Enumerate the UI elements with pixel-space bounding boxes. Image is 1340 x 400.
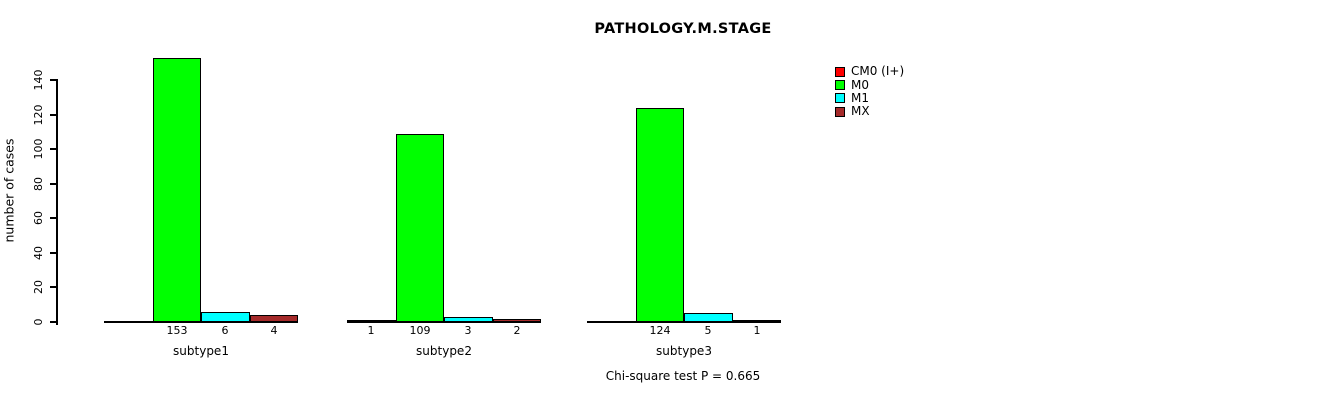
legend-item: M1 xyxy=(835,90,904,105)
bar-subtype2-cm0-i xyxy=(347,320,396,322)
bar-subtype1-mx xyxy=(250,315,298,322)
y-tick-label: 100 xyxy=(32,138,45,160)
legend-swatch-m0 xyxy=(835,80,845,91)
bar-subtype3-mx xyxy=(733,320,781,322)
x-baseline-subtype1 xyxy=(104,321,298,323)
x-baseline-subtype2 xyxy=(347,321,541,323)
legend-item-label: MX xyxy=(851,104,870,119)
y-axis-tick xyxy=(50,79,57,81)
y-tick-label: 140 xyxy=(32,69,45,91)
chart-title: PATHOLOGY.M.STAGE xyxy=(594,21,772,37)
legend-swatch-mx xyxy=(835,106,845,117)
legend-item-label: M0 xyxy=(851,77,869,92)
bar-value-label: 109 xyxy=(409,324,431,337)
bar-value-label: 2 xyxy=(513,324,521,337)
y-axis-tick xyxy=(50,114,57,116)
legend-swatch-m1 xyxy=(835,93,845,104)
bar-value-label: 1 xyxy=(753,324,761,337)
legend-item: MX xyxy=(835,105,904,118)
y-tick-label: 80 xyxy=(32,177,45,191)
y-axis-tick xyxy=(50,148,57,150)
y-axis-tick xyxy=(50,183,57,185)
y-tick-label: 60 xyxy=(32,211,45,225)
bar-value-label: 153 xyxy=(166,324,188,337)
bar-value-label: 1 xyxy=(367,324,375,337)
bar-subtype1-m0 xyxy=(153,58,201,322)
legend-item-label: M1 xyxy=(851,90,869,105)
category-label-subtype3: subtype3 xyxy=(656,344,712,358)
bar-value-label: 4 xyxy=(270,324,278,337)
bar-value-label: 5 xyxy=(704,324,712,337)
bar-value-label: 3 xyxy=(464,324,472,337)
y-axis-line xyxy=(56,79,58,325)
y-axis-tick xyxy=(50,252,57,254)
y-tick-label: 120 xyxy=(32,104,45,126)
y-axis-title: number of cases xyxy=(1,138,17,243)
bar-subtype3-m0 xyxy=(636,108,684,322)
legend-item: M0 xyxy=(835,78,904,91)
bar-subtype2-mx xyxy=(493,319,541,322)
bar-subtype3-m1 xyxy=(684,313,733,322)
legend-item-label: CM0 (I+) xyxy=(851,64,905,79)
y-axis-tick xyxy=(50,286,57,288)
footnote-text: Chi-square test P = 0.665 xyxy=(605,369,761,383)
bar-value-label: 6 xyxy=(221,324,229,337)
y-axis-tick xyxy=(50,217,57,219)
y-tick-label: 20 xyxy=(32,280,45,294)
category-label-subtype2: subtype2 xyxy=(416,344,472,358)
legend-item: CM0 (I+) xyxy=(835,65,904,78)
y-tick-label: 40 xyxy=(32,246,45,260)
bar-subtype2-m1 xyxy=(444,317,493,322)
y-tick-label: 0 xyxy=(32,318,45,326)
bar-subtype2-m0 xyxy=(396,134,444,322)
category-label-subtype1: subtype1 xyxy=(173,344,229,358)
bar-subtype1-m1 xyxy=(201,312,250,322)
legend: CM0 (I+) M0 M1 MX xyxy=(835,65,904,119)
x-baseline-subtype3 xyxy=(587,321,781,323)
legend-swatch-cm0-i xyxy=(835,66,845,77)
bar-value-label: 124 xyxy=(649,324,671,337)
y-axis-tick xyxy=(50,321,57,323)
